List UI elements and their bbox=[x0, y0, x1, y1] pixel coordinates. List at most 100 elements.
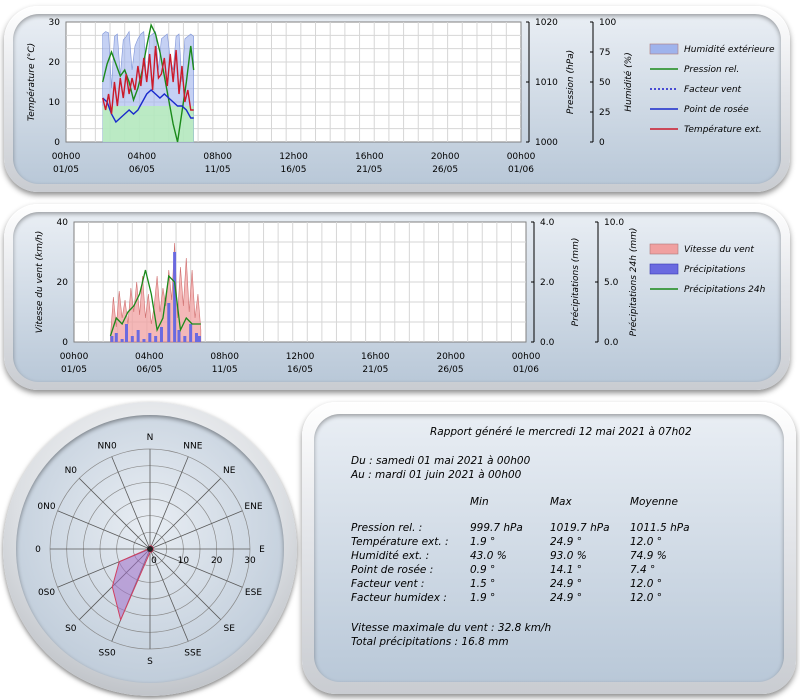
series-rain24 bbox=[109, 269, 201, 337]
rose-direction-label: ENE bbox=[244, 502, 262, 512]
x-tick-time: 04h00 bbox=[135, 352, 164, 362]
rose-direction-label: N bbox=[147, 433, 154, 443]
rain-bar bbox=[154, 336, 158, 342]
max-wind: Vitesse maximale du vent : 32.8 km/h bbox=[351, 622, 552, 634]
rain-bar bbox=[110, 336, 114, 342]
legend-label: Précipitations 24h bbox=[684, 284, 766, 295]
y-right1-label: Précipitations (mm) bbox=[570, 238, 581, 327]
rose-spoke bbox=[149, 548, 221, 620]
rain-bar bbox=[167, 303, 171, 342]
rain-bar bbox=[183, 336, 187, 342]
rose-center bbox=[147, 546, 153, 552]
rain-bar bbox=[130, 336, 134, 342]
report-to: Au : mardi 01 juin 2021 à 00h00 bbox=[351, 469, 522, 481]
rose-spoke bbox=[57, 510, 151, 550]
rose-direction-label: SSE bbox=[184, 648, 201, 658]
x-tick-time: 12h00 bbox=[286, 352, 315, 362]
rose-direction-label: S0 bbox=[65, 624, 77, 634]
rose-spoke bbox=[149, 456, 189, 550]
report-row-max: 24.9 ° bbox=[550, 592, 582, 604]
report-title: Rapport généré le mercredi 12 mai 2021 à… bbox=[430, 426, 692, 438]
y-right2-label: Précipitations 24h (mm) bbox=[628, 228, 639, 337]
x-tick-date: 16/05 bbox=[287, 365, 313, 375]
report-row-label: Pression rel. : bbox=[351, 522, 423, 534]
y-right2-tick: 5.0 bbox=[604, 278, 619, 288]
report-panel bbox=[302, 402, 796, 694]
y-right2-tick: 10.0 bbox=[604, 218, 624, 228]
y-right1-tick: 4.0 bbox=[540, 218, 555, 228]
report-row-label: Point de rosée : bbox=[351, 564, 434, 576]
rose-ring-tick: 20 bbox=[211, 556, 223, 566]
report-row-label: Température ext. : bbox=[351, 536, 449, 548]
rose-ring-tick: 0 bbox=[151, 556, 157, 566]
y-left-label: Vitesse du vent (km/h) bbox=[35, 231, 45, 333]
report-row-max: 14.1 ° bbox=[550, 564, 582, 576]
rose-direction-label: 0S0 bbox=[38, 588, 55, 598]
report-row-min: 999.7 hPa bbox=[470, 522, 523, 534]
rose-direction-label: N0 bbox=[65, 466, 78, 476]
report-row-label: Facteur vent : bbox=[351, 578, 425, 590]
rose-spoke bbox=[79, 478, 151, 550]
rose-polygon bbox=[111, 545, 154, 622]
report-row-min: 43.0 % bbox=[470, 550, 507, 562]
chart2-panel bbox=[4, 204, 790, 390]
rose-direction-label: NNE bbox=[183, 442, 202, 452]
rose-direction-label: SE bbox=[223, 624, 235, 634]
report-row-label: Humidité ext. : bbox=[351, 550, 430, 562]
report-row-avg: 7.4 ° bbox=[630, 564, 656, 576]
report-row-avg: 12.0 ° bbox=[630, 536, 662, 548]
x-tick-time: 00h00 bbox=[512, 352, 541, 362]
y-right1-tick: 2.0 bbox=[540, 278, 555, 288]
windrose-chart: N NNE NE ENE E ESE SE SSE S SS0 S0 0S0 0 0N0 N0 NN0 0 10 2… bbox=[35, 433, 265, 667]
rain-bar bbox=[120, 339, 124, 342]
y-right1-tick: 0.0 bbox=[540, 338, 555, 348]
rose-direction-label: ESE bbox=[245, 588, 262, 598]
report-row-avg: 74.9 % bbox=[630, 550, 667, 562]
rose-spoke bbox=[149, 478, 221, 550]
legend-label: Précipitations bbox=[684, 264, 746, 275]
rain-bar bbox=[197, 336, 201, 342]
y-left-tick: 40 bbox=[57, 218, 69, 228]
rain-bar bbox=[173, 252, 177, 342]
header-max: Max bbox=[550, 496, 572, 508]
x-tick-time: 08h00 bbox=[210, 352, 239, 362]
report-row-avg: 12.0 ° bbox=[630, 592, 662, 604]
x-tick-date: 06/05 bbox=[136, 365, 162, 375]
rain-bar bbox=[189, 324, 193, 342]
legend-label: Vitesse du vent bbox=[684, 245, 754, 255]
rose-ring-tick: 10 bbox=[178, 556, 190, 566]
y-left-tick: 0 bbox=[62, 338, 68, 348]
x-tick-time: 20h00 bbox=[436, 352, 465, 362]
plot-area bbox=[73, 221, 527, 343]
report-row-max: 1019.7 hPa bbox=[550, 522, 610, 534]
report-row-max: 24.9 ° bbox=[550, 578, 582, 590]
rain-bar bbox=[194, 333, 198, 342]
rose-direction-label: 0N0 bbox=[37, 502, 55, 512]
report-row-avg: 1011.5 hPa bbox=[630, 522, 690, 534]
rose-direction-label: 0 bbox=[35, 545, 41, 555]
rose-spoke bbox=[149, 548, 243, 588]
rose-direction-label: NN0 bbox=[98, 442, 117, 452]
x-tick-date: 26/05 bbox=[438, 365, 464, 375]
rain-bar bbox=[136, 330, 140, 342]
rose-direction-label: S bbox=[147, 657, 153, 667]
x-tick-date: 11/05 bbox=[212, 365, 238, 375]
rain-bar bbox=[148, 333, 152, 342]
report-row-min: 1.9 ° bbox=[470, 536, 496, 548]
rose-direction-label: E bbox=[259, 545, 265, 555]
report-row-min: 1.9 ° bbox=[470, 592, 496, 604]
report-row-max: 24.9 ° bbox=[550, 536, 582, 548]
rain-bar bbox=[177, 330, 181, 342]
rose-direction-label: NE bbox=[223, 466, 236, 476]
report-row-avg: 12.0 ° bbox=[630, 578, 662, 590]
report-row-min: 1.5 ° bbox=[470, 578, 496, 590]
x-tick-time: 00h00 bbox=[60, 352, 89, 362]
rose-ring-tick: 30 bbox=[244, 556, 256, 566]
x-tick-date: 01/06 bbox=[513, 365, 539, 375]
report-from: Du : samedi 01 mai 2021 à 00h00 bbox=[351, 455, 531, 467]
rain-bar bbox=[114, 333, 118, 342]
y-right2-tick: 0.0 bbox=[604, 338, 619, 348]
rain-bar bbox=[124, 324, 128, 342]
y-left-tick: 20 bbox=[57, 278, 69, 288]
x-tick-date: 21/05 bbox=[362, 365, 388, 375]
